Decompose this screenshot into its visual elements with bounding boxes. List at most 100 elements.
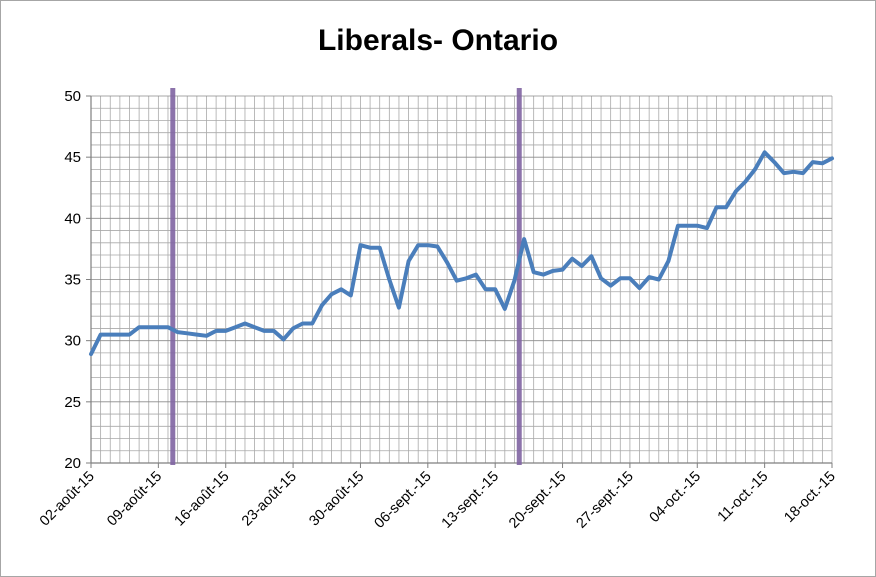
data-point [187, 333, 188, 334]
data-point [832, 158, 833, 159]
data-point [129, 334, 130, 335]
data-point [235, 327, 236, 328]
axes [86, 95, 833, 468]
data-point [552, 270, 553, 271]
data-point [167, 327, 168, 328]
data-point [341, 289, 342, 290]
data-point [485, 289, 486, 290]
data-point [822, 163, 823, 164]
x-tick-label: 02-août-15 [37, 469, 98, 530]
data-point [379, 247, 380, 248]
x-tick-label: 04-oct.-15 [647, 469, 704, 526]
data-point [726, 207, 727, 208]
y-tick-label: 25 [64, 394, 81, 411]
data-point [466, 278, 467, 279]
data-point [658, 279, 659, 280]
data-point [649, 277, 650, 278]
data-point [91, 354, 92, 355]
data-point [196, 334, 197, 335]
data-point [398, 307, 399, 308]
data-point [572, 258, 573, 259]
data-point [456, 280, 457, 281]
y-tick-label: 45 [64, 149, 81, 166]
x-tick-label: 13-sept.-15 [439, 469, 502, 532]
data-point [678, 225, 679, 226]
x-tick-label: 09-août-15 [104, 469, 165, 530]
data-point [591, 256, 592, 257]
data-point [610, 285, 611, 286]
data-point [783, 173, 784, 174]
data-point [514, 280, 515, 281]
series-line [89, 150, 834, 357]
x-tick-label: 30-août-15 [306, 469, 367, 530]
data-point [437, 246, 438, 247]
data-point [716, 207, 717, 208]
data-point [668, 261, 669, 262]
data-point [321, 305, 322, 306]
x-tick-labels: 02-août-15 09-août-15 16-août-15 23-août-15… [37, 469, 839, 532]
x-tick-label: 11-oct.-15 [715, 469, 772, 526]
data-point [264, 330, 265, 331]
data-point [629, 278, 630, 279]
data-point [581, 266, 582, 267]
data-point [350, 295, 351, 296]
data-point [312, 323, 313, 324]
y-tick-label: 50 [64, 88, 81, 105]
x-tick-label: 27-sept.-15 [574, 469, 637, 532]
series-layer [89, 150, 834, 357]
x-tick-label: 18-oct.-15 [781, 469, 838, 526]
data-point [331, 294, 332, 295]
data-point [158, 327, 159, 328]
data-point [706, 228, 707, 229]
data-point [803, 173, 804, 174]
x-tick-label: 23-août-15 [239, 469, 300, 530]
data-point [100, 334, 101, 335]
x-tick-label: 16-août-15 [172, 469, 233, 530]
data-point [764, 152, 765, 153]
y-tick-label: 30 [64, 333, 81, 350]
x-tick-label: 20-sept.-15 [506, 469, 569, 532]
data-point [774, 162, 775, 163]
data-point [620, 278, 621, 279]
data-point [687, 225, 688, 226]
data-point [206, 335, 207, 336]
data-point [793, 171, 794, 172]
data-point [139, 327, 140, 328]
data-point [562, 269, 563, 270]
y-tick-label: 35 [64, 272, 81, 289]
y-tick-labels: 20 25 30 35 40 45 50 [64, 88, 81, 472]
data-point [148, 327, 149, 328]
data-point [755, 169, 756, 170]
data-point [119, 334, 120, 335]
data-point [389, 279, 390, 280]
data-point [524, 239, 525, 240]
y-tick-label: 40 [64, 210, 81, 227]
data-point [601, 278, 602, 279]
x-tick-label: 06-sept.-15 [371, 469, 434, 532]
data-point [745, 181, 746, 182]
data-point [370, 247, 371, 248]
vertical-markers [170, 88, 522, 465]
data-point [254, 327, 255, 328]
data-point [110, 334, 111, 335]
data-point [427, 245, 428, 246]
data-point [177, 332, 178, 333]
data-point [244, 323, 245, 324]
data-point [418, 245, 419, 246]
data-point [447, 262, 448, 263]
data-point [735, 191, 736, 192]
y-tick-label: 20 [64, 455, 81, 472]
data-point [302, 323, 303, 324]
data-point [216, 330, 217, 331]
data-point [360, 245, 361, 246]
data-point [697, 225, 698, 226]
data-point [225, 330, 226, 331]
data-point [812, 162, 813, 163]
data-point [533, 272, 534, 273]
data-point [475, 274, 476, 275]
data-point [504, 308, 505, 309]
data-point [495, 289, 496, 290]
data-point [293, 328, 294, 329]
data-point [283, 339, 284, 340]
